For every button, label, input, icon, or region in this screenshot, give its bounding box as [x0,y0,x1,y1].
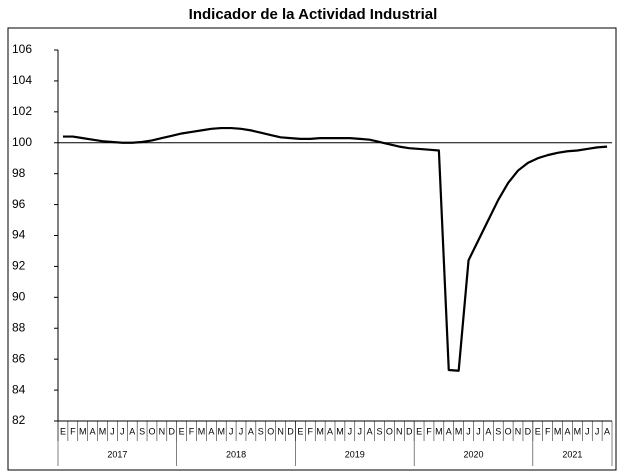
x-tick-label: D [406,426,413,436]
x-tick-label: M [79,426,87,436]
y-tick-label: 86 [12,351,26,365]
x-tick-label: A [129,426,135,436]
x-tick-label: N [277,426,284,436]
x-tick-label: J [229,426,234,436]
x-tick-label: E [416,426,422,436]
x-tick-label: F [70,426,76,436]
x-tick-label: M [574,426,582,436]
y-tick-label: 88 [12,320,26,334]
x-tick-label: J [476,426,481,436]
data-line [62,126,608,372]
x-tick-label: A [327,426,333,436]
x-tick-label: O [505,426,512,436]
x-tick-label: S [377,426,383,436]
x-tick-label: J [466,426,471,436]
y-tick-label: 92 [12,259,26,273]
x-tick-label: F [308,426,314,436]
x-tick-label: M [316,426,324,436]
x-tick-label: A [248,426,254,436]
x-tick-label: S [139,426,145,436]
x-tick-label: M [554,426,562,436]
x-tick-label: M [336,426,344,436]
y-tick-label: 84 [12,382,26,396]
y-tick-label: 94 [12,228,26,242]
x-tick-label: J [110,426,115,436]
x-tick-label: N [515,426,522,436]
y-tick-label: 98 [12,166,26,180]
chart-frame [7,27,617,471]
year-label: 2017 [107,449,127,459]
x-tick-label: M [217,426,225,436]
x-tick-label: D [169,426,176,436]
y-tick-label: 100 [12,135,32,149]
x-tick-label: M [198,426,206,436]
chart-title: Indicador de la Actividad Industrial [189,6,438,23]
year-label: 2020 [463,449,483,459]
x-tick-label: F [545,426,551,436]
x-tick-label: A [446,426,452,436]
x-tick-label: M [435,426,443,436]
x-tick-label: A [208,426,214,436]
year-label: 2019 [345,449,365,459]
x-tick-label: O [386,426,393,436]
x-tick-label: J [120,426,125,436]
x-tick-label: E [179,426,185,436]
x-tick-label: A [90,426,96,436]
year-label: 2021 [562,449,582,459]
x-tick-label: S [495,426,501,436]
x-tick-label: S [258,426,264,436]
x-tick-label: J [357,426,362,436]
x-tick-label: D [287,426,294,436]
x-tick-label: E [297,426,303,436]
x-tick-label: M [455,426,463,436]
x-tick-label: A [367,426,373,436]
y-tick-label: 102 [12,104,32,118]
x-tick-label: A [485,426,491,436]
y-tick-label: 104 [12,73,32,87]
y-tick-label: 90 [12,290,26,304]
x-tick-label: A [604,426,610,436]
x-tick-label: J [348,426,353,436]
x-tick-label: A [564,426,570,436]
x-tick-label: E [60,426,66,436]
x-tick-label: N [396,426,403,436]
x-tick-label: F [426,426,432,436]
x-tick-label: O [267,426,274,436]
x-tick-label: F [189,426,195,436]
x-tick-label: J [595,426,600,436]
x-tick-label: E [535,426,541,436]
x-tick-label: D [525,426,532,436]
y-tick-label: 106 [12,42,32,56]
x-tick-label: O [148,426,155,436]
x-tick-label: N [159,426,166,436]
y-tick-label: 82 [12,413,26,427]
x-tick-label: J [585,426,590,436]
y-tick-label: 96 [12,197,26,211]
x-tick-label: J [239,426,244,436]
x-tick-label: M [99,426,107,436]
year-label: 2018 [226,449,246,459]
